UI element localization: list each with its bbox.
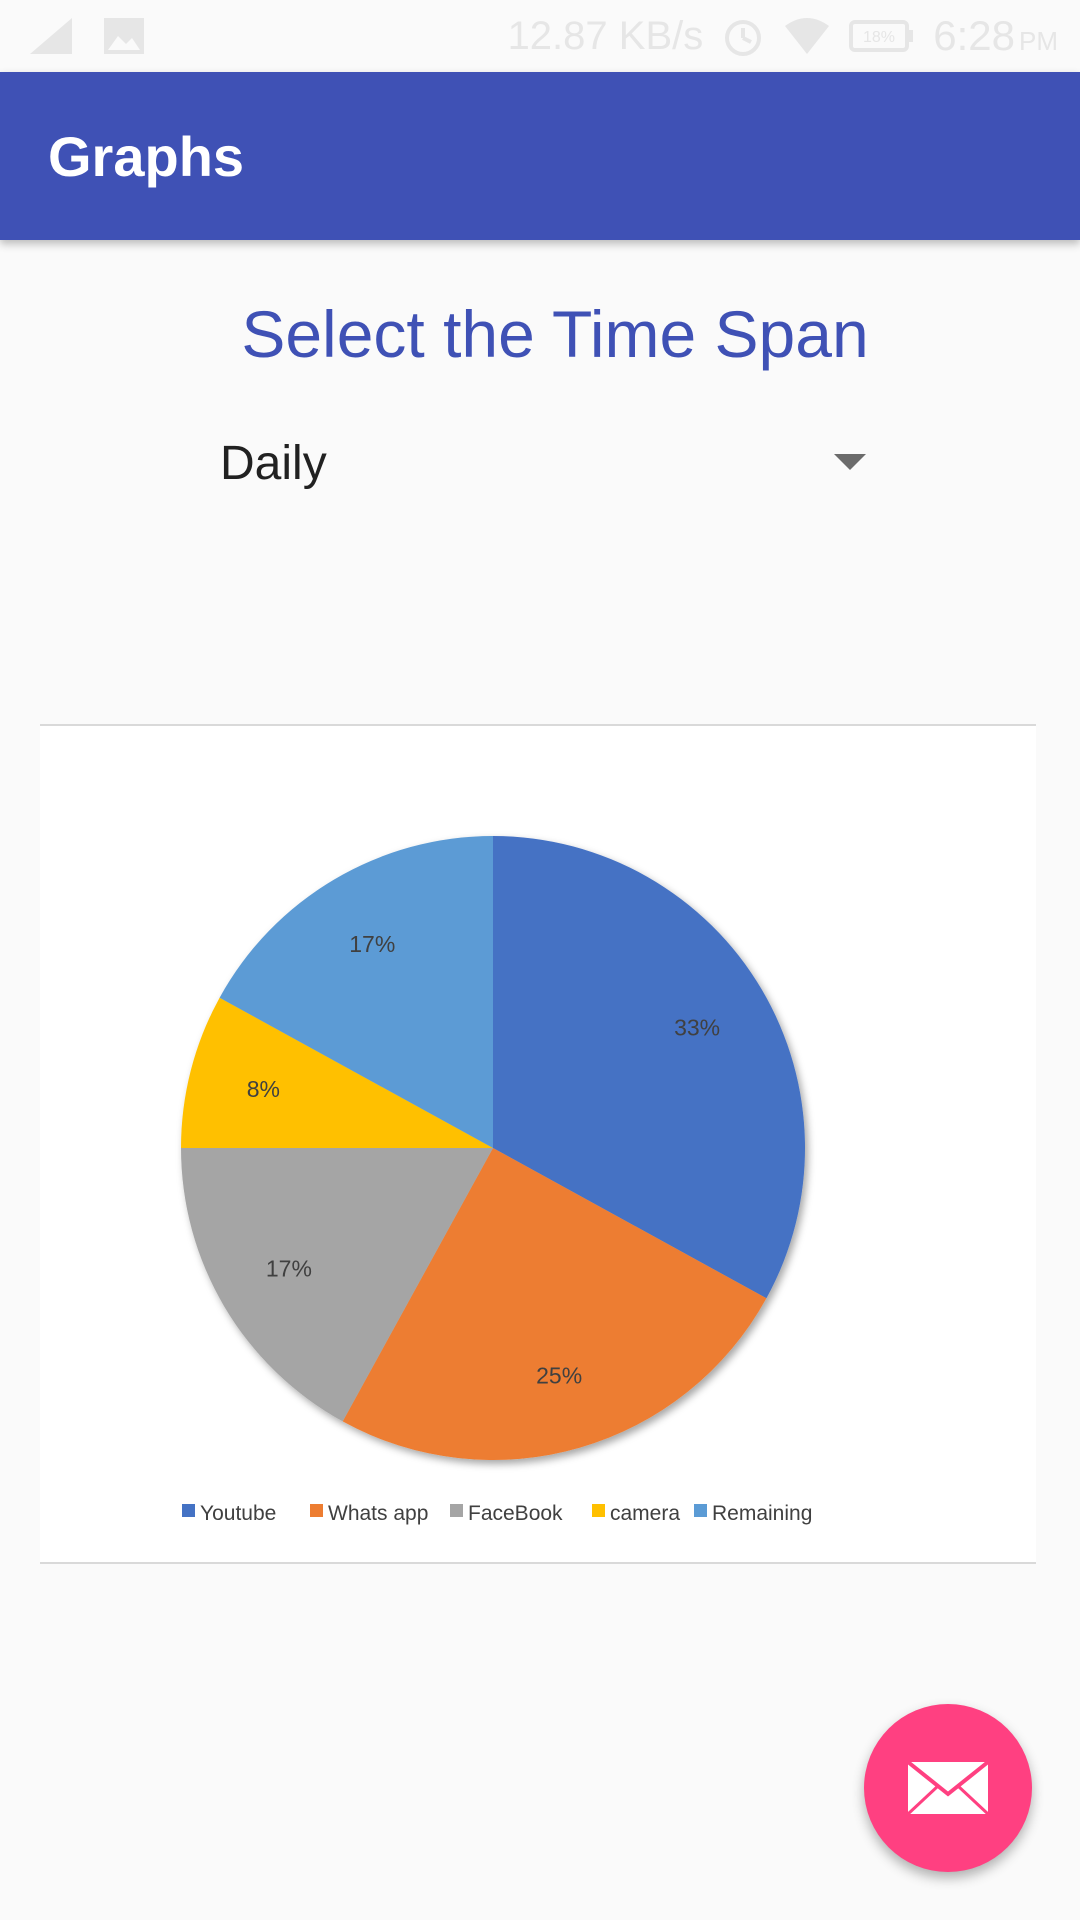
legend-label: FaceBook — [468, 1502, 563, 1525]
pie-slice-label: 33% — [674, 1014, 720, 1040]
battery-icon: 18% — [849, 20, 914, 52]
legend-label: Whats app — [328, 1502, 428, 1525]
time-span-heading: Select the Time Span — [241, 297, 869, 371]
clock-ampm: PM — [1019, 26, 1058, 56]
legend-swatch — [310, 1504, 323, 1517]
legend-swatch — [450, 1504, 463, 1517]
pie-chart: 33% 25% 17% 8% 17% Youtube Whats app FaceBook c… — [181, 836, 812, 1525]
signal-icon — [30, 18, 72, 54]
status-bar: 12.87 KB/s 18% 6:28 PM — [0, 0, 1080, 72]
pie-slice-label: 8% — [247, 1076, 280, 1102]
pie-chart-card: 33% 25% 17% 8% 17% Youtube Whats app FaceBook c… — [40, 724, 1036, 1564]
pie-slice-label: 17% — [349, 931, 395, 957]
pie-slice-camera — [181, 997, 493, 1148]
status-left — [28, 14, 146, 58]
legend-swatch — [182, 1504, 195, 1517]
battery-level: 18% — [863, 29, 895, 46]
time-span-dropdown[interactable]: Daily — [200, 424, 880, 500]
pie-slice-facebook — [181, 1148, 493, 1422]
status-right: 12.87 KB/s 18% 6:28 PM — [508, 8, 1058, 64]
dropdown-arrow-icon — [834, 454, 866, 470]
legend-swatch — [592, 1504, 605, 1517]
pie-slice-label: 25% — [536, 1363, 582, 1389]
app-title: Graphs — [48, 125, 245, 188]
pie-slice-youtube — [493, 836, 805, 1299]
wifi-icon — [785, 18, 830, 54]
pie-slice-whats-app — [342, 1148, 767, 1460]
clock-time: 6:28 — [933, 12, 1015, 59]
legend-label: Remaining — [712, 1502, 812, 1525]
pie-slice-label: 17% — [266, 1256, 312, 1282]
pie-slice-remaining — [219, 836, 493, 1148]
app-bar: Graphs — [0, 72, 1080, 240]
alarm-icon — [725, 20, 762, 56]
envelope-icon — [906, 1760, 990, 1816]
time-span-selected: Daily — [220, 437, 327, 490]
email-fab-button[interactable] — [864, 1704, 1032, 1872]
network-speed: 12.87 KB/s — [507, 13, 704, 58]
image-icon — [104, 18, 144, 54]
legend-label: camera — [610, 1502, 680, 1525]
legend-label: Youtube — [200, 1502, 276, 1525]
legend-swatch — [694, 1504, 707, 1517]
